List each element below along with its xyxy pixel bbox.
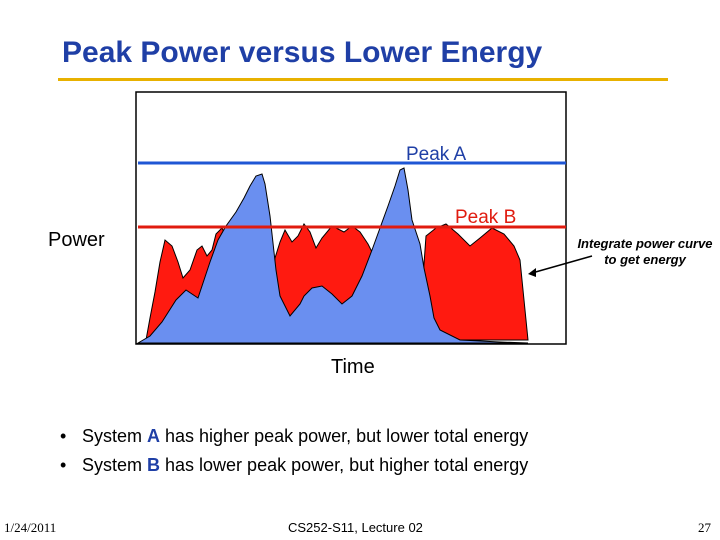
system-name: B (147, 455, 161, 475)
system-name: A (147, 426, 161, 446)
annotation-arrow (531, 255, 593, 274)
bullet-text: has higher peak power, but lower total e… (160, 426, 529, 446)
system-a-power-curve (136, 167, 529, 344)
bullet-prefix: System (82, 426, 148, 446)
footer-course: CS252-S11, Lecture 02 (288, 520, 423, 535)
integrate-annotation: Integrate power curve to get energy (577, 236, 713, 267)
peak-a-label: Peak A (406, 144, 467, 165)
bullet-item: • System A has higher peak power, but low… (60, 426, 528, 455)
power-axis-label: Power (48, 229, 105, 251)
slide-title: Peak Power versus Lower Energy (62, 36, 543, 69)
bullet-prefix: System (82, 455, 148, 475)
title-underline (58, 78, 668, 81)
bullet-dot: • (60, 426, 67, 446)
bullet-dot: • (60, 455, 67, 475)
peak-b-label: Peak B (455, 207, 516, 228)
time-axis-label: Time (331, 356, 375, 378)
bullet-text: has lower peak power, but higher total e… (160, 455, 529, 475)
bullet-item: • System B has lower peak power, but high… (60, 455, 528, 484)
bullet-list: • System A has higher peak power, but low… (60, 426, 528, 484)
footer-date: 1/24/2011 (4, 520, 57, 535)
page-number: 27 (698, 520, 711, 535)
annotation-arrowhead (528, 268, 536, 277)
